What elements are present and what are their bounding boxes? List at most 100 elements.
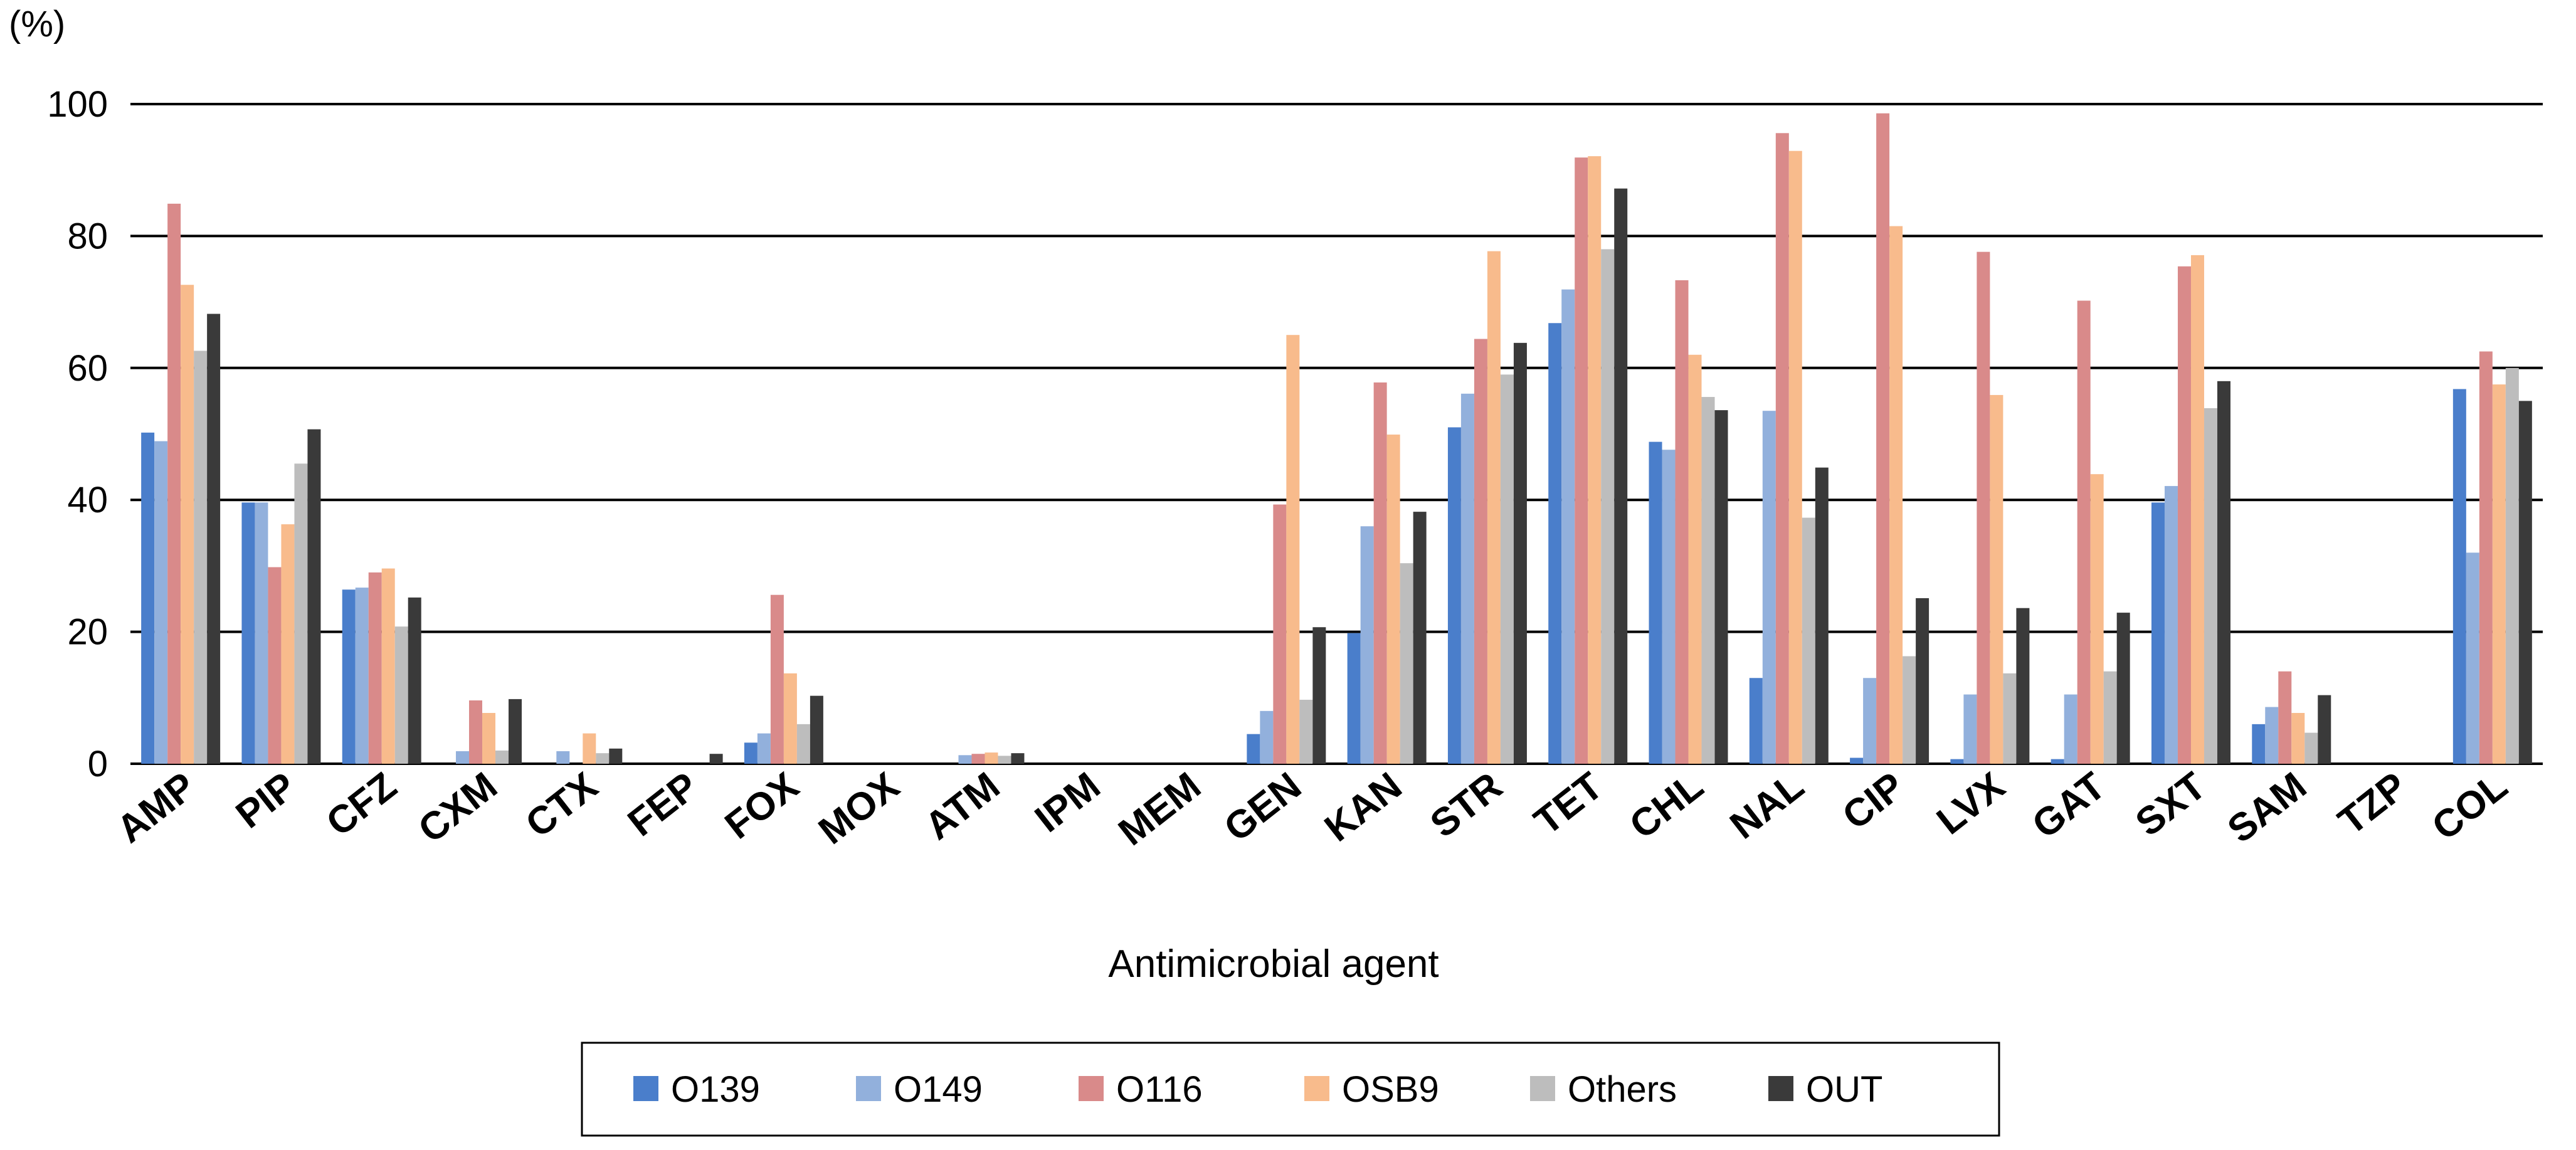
bar-o116-col — [2479, 351, 2493, 764]
bar-osb9-tet — [1588, 156, 1602, 764]
bar-out-sam — [2318, 695, 2331, 764]
bar-o149-cfz — [355, 588, 369, 764]
bar-o139-col — [2452, 389, 2466, 764]
x-category-label: GAT — [2024, 764, 2113, 847]
bar-o116-lvx — [1977, 251, 1990, 764]
bar-others-atm — [998, 756, 1011, 764]
legend-swatch-o139 — [633, 1076, 658, 1101]
bar-o149-atm — [958, 755, 972, 764]
bar-o139-gat — [2051, 759, 2064, 764]
bar-o139-sxt — [2151, 502, 2165, 764]
bar-others-kan — [1400, 563, 1413, 764]
bar-o139-nal — [1749, 678, 1763, 764]
bar-out-cip — [1916, 598, 1929, 764]
bar-o139-sam — [2252, 724, 2266, 764]
bar-osb9-col — [2492, 384, 2506, 764]
y-tick-label: 60 — [67, 348, 108, 389]
x-category-label: GEN — [1217, 764, 1309, 850]
bar-osb9-lvx — [1990, 394, 2003, 764]
bar-o149-lvx — [1963, 694, 1977, 764]
bar-o149-chl — [1662, 450, 1676, 764]
y-tick-label: 40 — [67, 480, 108, 520]
bar-osb9-amp — [181, 285, 194, 764]
x-axis-categories: AMP PIP CFZ CXM CTX FEP FOX MOX ATM IPM MEM GEN KAN S… — [109, 764, 2516, 855]
bar-o139-chl — [1649, 441, 1662, 764]
bar-o116-cfz — [368, 572, 382, 764]
bar-osb9-sxt — [2190, 255, 2204, 764]
bar-osb9-gen — [1286, 335, 1300, 764]
bar-others-fox — [796, 724, 810, 764]
x-category-label: CHL — [1622, 764, 1711, 848]
bar-osb9-cxm — [482, 712, 496, 764]
bar-out-gat — [2116, 613, 2130, 764]
y-tick-label: 0 — [88, 744, 108, 784]
bar-others-cfz — [394, 626, 408, 764]
bar-others-ctx — [596, 753, 610, 764]
bar-out-gen — [1312, 627, 1326, 764]
x-category-label: CXM — [411, 764, 505, 852]
bar-others-cip — [1903, 656, 1916, 764]
x-category-label: SAM — [2220, 764, 2315, 852]
legend: O139 O149 O116 OSB9 Others OUT — [581, 1042, 2000, 1137]
bar-o116-kan — [1373, 382, 1387, 764]
bar-o116-pip — [268, 567, 282, 764]
legend-swatch-others — [1530, 1076, 1555, 1101]
bar-o116-cip — [1876, 113, 1890, 764]
bar-o149-cip — [1863, 678, 1877, 764]
y-tick-label: 100 — [47, 84, 108, 125]
bar-o149-tet — [1561, 289, 1575, 764]
bar-others-gen — [1299, 699, 1313, 764]
legend-swatch-o116 — [1079, 1076, 1104, 1101]
legend-label-o149: O149 — [894, 1069, 983, 1110]
legend-frame — [581, 1042, 2000, 1137]
bar-osb9-cfz — [381, 568, 395, 764]
bar-o149-ctx — [556, 751, 570, 764]
y-axis-ticks: 0 20 40 60 80 100 — [47, 84, 108, 784]
bar-osb9-fox — [783, 673, 797, 764]
bars — [141, 113, 2532, 764]
y-tick-label: 80 — [67, 216, 108, 256]
bar-o149-nal — [1762, 411, 1776, 764]
x-category-label: COL — [2424, 764, 2516, 849]
bar-out-pip — [307, 429, 321, 764]
bar-others-lvx — [2003, 673, 2017, 764]
bar-out-str — [1513, 342, 1527, 764]
bar-others-sxt — [2204, 408, 2217, 764]
bar-o139-str — [1447, 427, 1461, 764]
x-category-label: KAN — [1317, 764, 1410, 850]
bar-o149-amp — [154, 441, 168, 764]
bar-osb9-pip — [281, 524, 295, 764]
bar-out-tet — [1614, 188, 1628, 764]
bar-o139-cip — [1850, 757, 1864, 764]
bar-o139-pip — [241, 502, 255, 764]
bar-others-str — [1500, 374, 1514, 764]
x-category-label: TZP — [2330, 764, 2415, 843]
bar-others-col — [2505, 367, 2519, 764]
legend-swatch-osb9 — [1304, 1076, 1329, 1101]
bar-osb9-chl — [1688, 354, 1702, 764]
bar-o149-cxm — [456, 751, 470, 764]
x-category-label: CTX — [518, 764, 606, 847]
bar-o116-sxt — [2177, 266, 2191, 764]
legend-swatch-out — [1768, 1076, 1793, 1101]
bar-osb9-cip — [1889, 226, 1903, 764]
bar-o139-kan — [1347, 633, 1361, 764]
bar-out-sxt — [2217, 381, 2230, 764]
x-category-label: IPM — [1027, 764, 1108, 841]
legend-label-out: OUT — [1806, 1069, 1882, 1110]
x-category-label: STR — [1422, 764, 1510, 847]
bar-o116-fox — [770, 594, 784, 764]
bar-osb9-nal — [1788, 150, 1802, 764]
bar-others-sam — [2304, 732, 2318, 764]
bar-others-cxm — [495, 750, 509, 764]
legend-label-o139: O139 — [671, 1069, 760, 1110]
x-category-label: FEP — [620, 764, 707, 845]
bar-osb9-sam — [2291, 712, 2305, 764]
x-category-label: TET — [1526, 764, 1611, 844]
bar-out-fep — [709, 754, 723, 764]
x-category-label: CIP — [1835, 764, 1913, 838]
bar-o149-col — [2466, 552, 2479, 764]
bar-out-amp — [207, 314, 221, 764]
bar-osb9-ctx — [583, 733, 596, 764]
x-category-label: PIP — [228, 764, 304, 837]
